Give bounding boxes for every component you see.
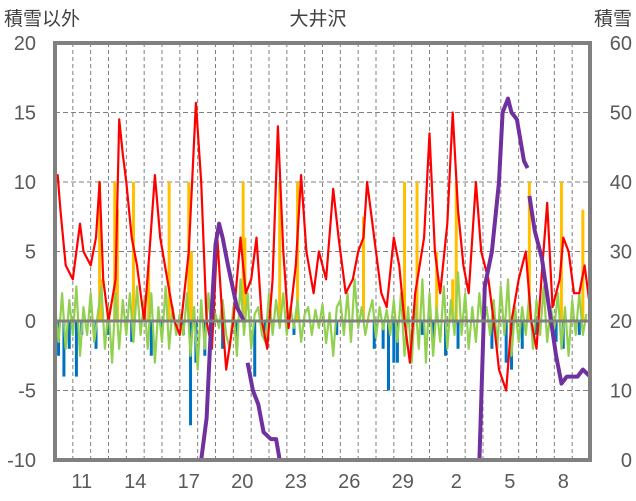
blue-bar bbox=[431, 321, 435, 349]
blue-bar bbox=[392, 321, 396, 363]
gridlines bbox=[55, 43, 590, 460]
x-tick-label: 11 bbox=[71, 471, 92, 493]
orange-bar bbox=[241, 182, 245, 321]
x-tick-label: 29 bbox=[392, 471, 414, 493]
right-tick-label: 60 bbox=[610, 33, 632, 55]
orange-bar bbox=[454, 182, 458, 321]
orange-bar bbox=[115, 209, 119, 321]
x-tick-label: 23 bbox=[285, 471, 307, 493]
right-tick-label: 10 bbox=[610, 381, 632, 403]
orange-bar bbox=[435, 251, 439, 321]
blue-bar bbox=[62, 321, 66, 377]
left-tick-label: 5 bbox=[25, 242, 36, 264]
orange-bar bbox=[362, 216, 366, 321]
purple-series-line bbox=[527, 195, 592, 386]
blue-bar bbox=[444, 321, 448, 356]
blue-bar bbox=[335, 321, 339, 335]
blue-bar bbox=[504, 321, 508, 363]
orange-bar bbox=[98, 182, 102, 321]
series-lines bbox=[53, 96, 592, 462]
blue-bar bbox=[189, 321, 193, 426]
blue-bar bbox=[520, 321, 524, 349]
blue-bar bbox=[372, 321, 376, 349]
blue-bar bbox=[67, 321, 71, 349]
left-tick-label: -10 bbox=[7, 450, 36, 472]
blue-bar bbox=[74, 321, 78, 377]
right-axis-label: 積雪 bbox=[594, 8, 632, 30]
orange-bar bbox=[527, 182, 531, 321]
x-tick-label: 8 bbox=[558, 471, 569, 493]
x-tick-label: 2 bbox=[451, 471, 462, 493]
x-tick-label: 26 bbox=[338, 471, 360, 493]
blue-bar bbox=[381, 321, 385, 349]
orange-bar bbox=[403, 182, 407, 321]
left-tick-label: 20 bbox=[14, 33, 36, 55]
red-series-line bbox=[53, 101, 592, 392]
orange-bar bbox=[278, 182, 282, 321]
left-tick-label: 15 bbox=[14, 103, 36, 125]
right-tick-label: 40 bbox=[610, 172, 632, 194]
x-tick-label: 14 bbox=[124, 471, 146, 493]
left-tick-label: 0 bbox=[25, 311, 36, 333]
right-tick-label: 20 bbox=[610, 311, 632, 333]
right-tick-label: 50 bbox=[610, 103, 632, 125]
orange-bar bbox=[451, 279, 455, 321]
left-tick-label: -5 bbox=[18, 381, 36, 403]
blue-bar bbox=[554, 321, 558, 342]
blue-bar bbox=[420, 321, 424, 335]
orange-bar bbox=[147, 265, 151, 321]
blue-bar bbox=[456, 321, 460, 349]
green-series-line bbox=[53, 271, 588, 371]
purple-series-line bbox=[245, 96, 530, 462]
orange-bar bbox=[167, 182, 171, 321]
x-tick-label: 20 bbox=[231, 471, 253, 493]
purple-series-line bbox=[55, 221, 246, 462]
plot-frame bbox=[53, 41, 592, 462]
x-tick-label: 5 bbox=[504, 471, 515, 493]
blue-bar bbox=[107, 321, 110, 335]
left-tick-label: 10 bbox=[14, 172, 36, 194]
right-tick-label: 0 bbox=[621, 450, 632, 472]
x-tick-label: 17 bbox=[178, 471, 200, 493]
blue-bar bbox=[235, 321, 239, 342]
orange-bar bbox=[581, 209, 585, 321]
left-axis-label: 積雪以外 bbox=[4, 8, 80, 30]
chart-title: 大井沢 bbox=[289, 8, 346, 30]
blue-bar bbox=[577, 321, 581, 335]
orange-bar bbox=[189, 251, 193, 321]
plot-border bbox=[53, 41, 592, 462]
right-tick-label: 30 bbox=[610, 242, 632, 264]
blue-bar bbox=[386, 321, 390, 391]
blue-bar bbox=[490, 321, 494, 349]
blue-bar bbox=[535, 321, 538, 335]
blue-bar bbox=[149, 321, 153, 356]
orange-bar bbox=[415, 182, 419, 321]
orange-bar bbox=[113, 182, 117, 321]
blue-bar bbox=[253, 321, 257, 377]
